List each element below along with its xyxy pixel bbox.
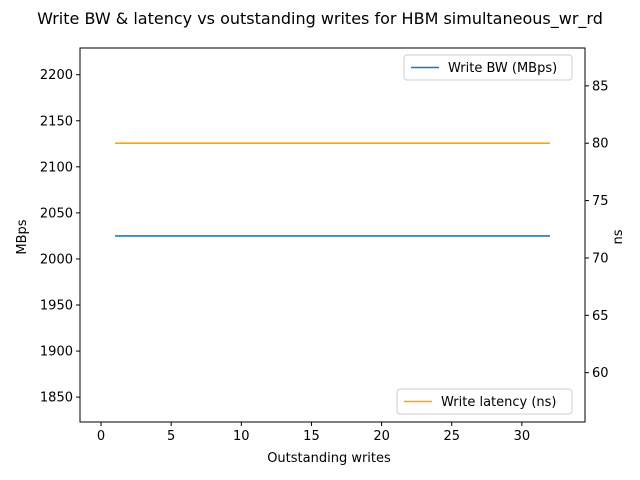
x-tick-label: 10 — [233, 429, 250, 444]
x-axis-label: Outstanding writes — [267, 451, 391, 466]
y-tick-label-right: 85 — [592, 79, 609, 94]
chart-title: Write BW & latency vs outstanding writes… — [37, 9, 603, 29]
y-tick-label-left: 2050 — [40, 206, 73, 221]
x-tick-label: 5 — [167, 429, 175, 444]
y-tick-label-right: 70 — [592, 251, 609, 266]
y-tick-label-left: 2200 — [40, 68, 73, 83]
y-tick-label-left: 1900 — [40, 345, 73, 360]
x-tick-label: 25 — [443, 429, 460, 444]
x-tick-label: 15 — [303, 429, 320, 444]
y-tick-label-right: 65 — [592, 309, 609, 324]
x-tick-label: 0 — [97, 429, 105, 444]
y-axis-label-left: MBps — [15, 219, 30, 254]
y-tick-label-right: 60 — [592, 366, 609, 381]
plot-area: 0 5 10 15 20 25 30 1850 1900 1950 2000 2050 2100 2150… — [40, 47, 609, 444]
bandwidth-legend-label: Write BW (MBps) — [448, 61, 557, 76]
y-tick-label-left: 1950 — [40, 299, 73, 314]
y-tick-label-right: 75 — [592, 194, 609, 209]
y-tick-label-left: 2100 — [40, 160, 73, 175]
x-tick-label: 20 — [373, 429, 390, 444]
y-tick-label-left: 2000 — [40, 252, 73, 267]
bandwidth-legend-box — [403, 54, 573, 81]
y-tick-label-left: 1850 — [40, 391, 73, 406]
latency-legend-box — [396, 388, 573, 415]
y-tick-label-right: 80 — [592, 137, 609, 152]
latency-legend-label: Write latency (ns) — [441, 395, 557, 410]
x-tick-label: 30 — [514, 429, 531, 444]
y-axis-label-right: ns — [611, 229, 626, 244]
y-tick-label-left: 2150 — [40, 114, 73, 129]
plot-frame — [79, 47, 586, 423]
